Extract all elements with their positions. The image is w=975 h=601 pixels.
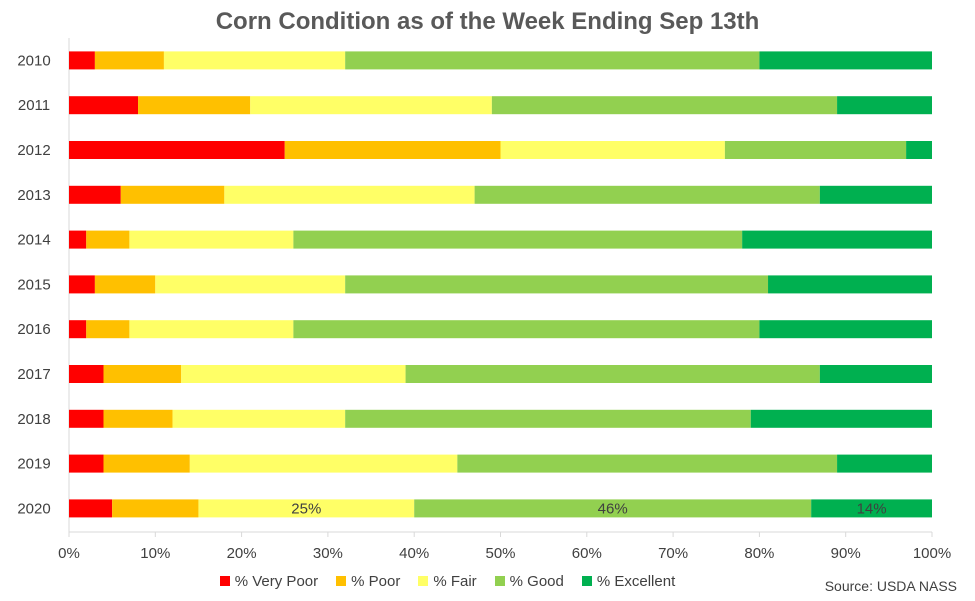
x-tick-label: 20%	[227, 545, 257, 562]
category-label: 2015	[17, 276, 50, 293]
x-tick-label: 30%	[313, 545, 343, 562]
category-label: 2010	[17, 52, 50, 69]
legend-label: % Good	[509, 573, 564, 590]
bar-segment	[742, 230, 932, 249]
bar-segment	[293, 320, 760, 339]
x-tick-label: 70%	[658, 545, 688, 562]
bar-segment	[112, 499, 199, 518]
bar-segment	[345, 275, 769, 294]
category-label: 2011	[18, 97, 50, 114]
legend-item: % Fair	[418, 573, 477, 590]
bar-segment	[69, 365, 104, 383]
bar-segment	[345, 51, 760, 70]
bar-segment	[69, 499, 113, 518]
bar-segment	[457, 454, 838, 473]
bar-segment	[94, 275, 156, 294]
legend-item: % Good	[494, 573, 564, 590]
bar-segment	[759, 51, 932, 70]
bar-segment	[69, 320, 87, 339]
category-label: 2020	[17, 500, 50, 517]
x-tick-label: 80%	[744, 545, 774, 562]
bar-segment	[224, 185, 475, 204]
bar-segment	[293, 230, 743, 249]
bar-segment	[811, 499, 932, 518]
category-label: 2019	[17, 456, 50, 473]
bar-segment	[474, 185, 820, 204]
bar-segment	[768, 275, 932, 294]
category-label: 2012	[17, 142, 50, 159]
bar-segment	[750, 409, 932, 428]
bar-segment	[163, 51, 346, 70]
bar-segment	[414, 499, 812, 518]
bar-segment	[759, 320, 932, 339]
data-label: 25%	[291, 500, 321, 517]
legend-label: % Fair	[433, 573, 477, 590]
x-tick-label: 0%	[58, 545, 80, 562]
bar-segment	[819, 365, 932, 383]
bar-segment	[69, 409, 104, 428]
bar-segment	[345, 409, 751, 428]
bar-segment	[837, 96, 932, 115]
bar-segment	[69, 230, 87, 249]
bar-segment	[86, 230, 130, 249]
bar-segment	[69, 96, 139, 115]
category-label: 2014	[17, 232, 50, 249]
chart-title: Corn Condition as of the Week Ending Sep…	[215, 8, 760, 35]
bar-segment	[189, 454, 458, 473]
x-tick-label: 50%	[485, 545, 515, 562]
bar-segment	[500, 141, 725, 159]
bar-segment	[129, 320, 294, 339]
bar-segment	[284, 141, 501, 159]
x-tick-label: 90%	[831, 545, 861, 562]
legend-swatch	[219, 576, 230, 586]
bar-segment	[69, 51, 95, 70]
legend-swatch	[336, 576, 347, 586]
bar-segment	[405, 365, 820, 383]
x-tick-label: 100%	[913, 545, 951, 562]
bar-segment	[837, 454, 932, 473]
bar-segment	[86, 320, 130, 339]
legend-label: % Very Poor	[234, 573, 319, 590]
bar-segment	[94, 51, 164, 70]
legend-item: % Very Poor	[219, 573, 319, 590]
legend-label: % Excellent	[596, 573, 676, 590]
legend-item: % Excellent	[581, 573, 676, 590]
bar-segment	[250, 96, 492, 115]
bar-segment	[103, 454, 190, 473]
bar-segment	[819, 185, 932, 204]
category-label: 2018	[17, 411, 50, 428]
legend-swatch	[418, 576, 429, 586]
bar-segment	[155, 275, 346, 294]
bar-segment	[181, 365, 406, 383]
bar-segment	[69, 275, 95, 294]
bar-segment	[69, 454, 104, 473]
x-tick-label: 40%	[399, 545, 429, 562]
bar-segment	[129, 230, 294, 249]
legend-swatch	[494, 576, 505, 586]
legend: % Very Poor % Poor % Fair % Good % Excellent	[0, 573, 975, 590]
legend-label: % Poor	[351, 573, 401, 590]
bar-segment	[491, 96, 838, 115]
bar-segment	[69, 185, 121, 204]
x-tick-label: 10%	[140, 545, 170, 562]
bar-segment	[138, 96, 251, 115]
data-label: 14%	[857, 500, 887, 517]
source-note: Source: USDA NASS	[824, 578, 957, 594]
bar-segment	[724, 141, 907, 159]
legend-item: % Poor	[336, 573, 400, 590]
category-label: 2017	[17, 366, 50, 383]
bar-segment	[906, 141, 932, 159]
bar-segment	[198, 499, 415, 518]
data-label: 46%	[598, 500, 628, 517]
x-tick-label: 60%	[572, 545, 602, 562]
bar-segment	[120, 185, 225, 204]
bar-segment	[103, 409, 173, 428]
bar-segment	[103, 365, 182, 383]
bar-segment	[172, 409, 346, 428]
category-label: 2016	[17, 321, 50, 338]
category-label: 2013	[17, 187, 50, 204]
bar-segment	[69, 141, 285, 159]
legend-swatch	[581, 576, 592, 586]
